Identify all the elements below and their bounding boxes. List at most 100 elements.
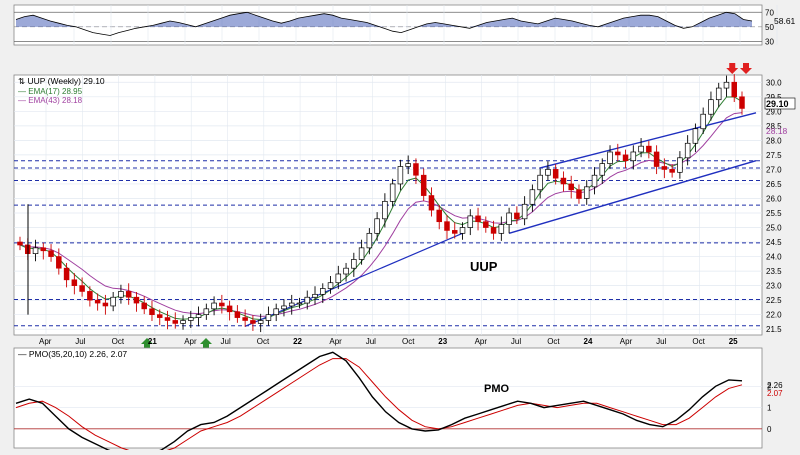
candle: [661, 158, 668, 179]
candle-body: [94, 299, 101, 304]
candle: [436, 204, 442, 230]
rsi-overbought-fill: [16, 12, 752, 27]
candle-body: [118, 291, 124, 298]
candle: [296, 297, 303, 309]
legend-ema43-swatch-icon: —: [18, 96, 28, 105]
candle-body: [529, 189, 536, 205]
last-price-tag: 29.10: [766, 99, 789, 109]
candle-body: [102, 302, 109, 307]
x-tick-label: 22: [293, 337, 302, 346]
pmo-tick-label: 2: [767, 382, 772, 391]
candle: [79, 277, 85, 297]
x-tick-label: Oct: [402, 337, 415, 346]
x-tick-label: Oct: [112, 337, 125, 346]
x-tick-label: 25: [729, 337, 738, 346]
candle-body: [459, 227, 466, 234]
candle-body: [723, 81, 730, 89]
candle: [638, 138, 644, 158]
last-price-tag-box: [764, 97, 796, 110]
candle-body: [382, 201, 388, 220]
rsi-last-value: 58.61: [774, 16, 796, 26]
pmo-title-text: PMO(35,20,10) 2.26, 2.07: [29, 349, 128, 359]
x-tick-label: Oct: [692, 337, 705, 346]
candle-body: [211, 302, 217, 310]
price-tick-label: 30.0: [766, 78, 782, 87]
candle-body: [389, 183, 396, 202]
up-arrow-icon: [141, 338, 153, 349]
price-tick-label: 26.5: [766, 180, 782, 189]
price-watermark: UUP: [470, 259, 498, 274]
candle: [172, 312, 179, 329]
candle: [708, 91, 714, 121]
candle: [467, 209, 474, 236]
support-resistance-levels: [14, 160, 762, 327]
x-tick-label: Apr: [620, 337, 633, 346]
candle: [110, 292, 116, 312]
candle-body: [397, 166, 404, 185]
candle: [715, 82, 722, 108]
candle-body: [436, 209, 442, 223]
candle-body: [149, 308, 155, 316]
candle-body: [110, 296, 116, 307]
pmo-tick-label: 1: [767, 404, 772, 413]
trendline-long: [244, 232, 463, 327]
candle: [490, 220, 497, 240]
up-arrow-icon: [200, 338, 212, 349]
candle: [304, 290, 310, 310]
candle: [607, 145, 613, 169]
rsi-y-axis: 70 50 30: [765, 8, 774, 46]
candle-body: [358, 247, 365, 260]
candle: [17, 236, 23, 251]
price-tick-label: 27.0: [766, 165, 782, 174]
candle-body: [320, 288, 326, 295]
ema43-line: [19, 112, 743, 317]
candle: [320, 283, 326, 304]
candle-body: [591, 174, 598, 188]
candle-body: [226, 305, 233, 313]
candle: [653, 145, 660, 175]
candle-body: [343, 267, 349, 275]
candle: [234, 305, 241, 323]
candle: [211, 296, 217, 316]
candle: [366, 228, 373, 255]
pmo-watermark: PMO: [484, 383, 510, 395]
x-tick-label: Jul: [366, 337, 376, 346]
rsi-tick-label: 30: [765, 37, 774, 46]
rsi-tick-label: 70: [765, 8, 774, 17]
candle-body: [374, 218, 380, 234]
candle: [669, 164, 675, 178]
candle-body: [653, 151, 660, 167]
candle-body: [351, 259, 357, 269]
candle: [382, 193, 388, 228]
candle-body: [79, 285, 85, 292]
candle-body: [48, 250, 54, 257]
candle: [591, 167, 598, 195]
pmo-tick-label: 0: [767, 425, 772, 434]
candle-body: [296, 302, 303, 305]
candle: [32, 239, 39, 262]
price-title-text: UUP (Weekly) 29.10: [27, 76, 104, 86]
channel-upper: [539, 112, 757, 169]
candle: [599, 158, 606, 184]
candle-body: [40, 247, 47, 252]
legend-ema43: — EMA(43) 28.18: [18, 96, 83, 105]
candle: [583, 180, 590, 205]
candle-body: [413, 163, 419, 176]
price-bars: [17, 74, 745, 333]
candle: [731, 74, 737, 103]
candle-body: [560, 177, 567, 185]
x-tick-label: Jul: [75, 337, 85, 346]
candle: [521, 196, 528, 226]
candle-body: [692, 128, 699, 144]
candle-body: [188, 317, 194, 321]
price-tick-label: 29.5: [766, 93, 782, 102]
candle: [180, 315, 186, 330]
x-tick-label: Jul: [221, 337, 231, 346]
candle: [351, 252, 357, 277]
down-arrow-icon: [726, 63, 739, 74]
candle-body: [607, 151, 613, 164]
candle-body: [599, 163, 606, 176]
candle: [118, 284, 124, 304]
price-tick-label: 29.0: [766, 107, 782, 116]
